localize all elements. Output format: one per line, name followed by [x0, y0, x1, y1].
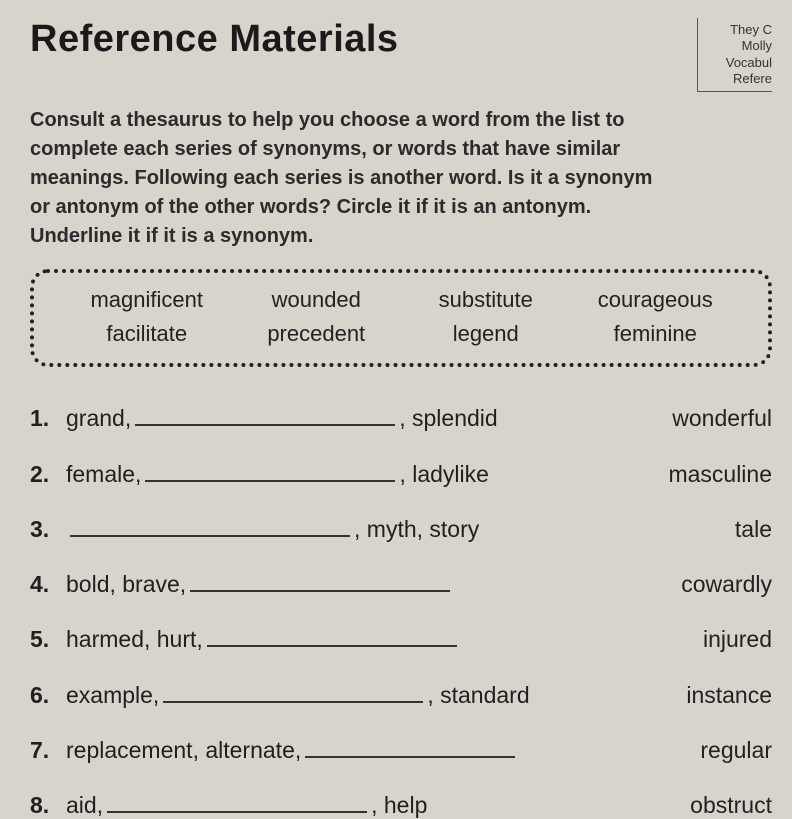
answer-blank[interactable] [145, 456, 395, 481]
check-word[interactable]: tale [715, 516, 772, 543]
check-word[interactable]: regular [680, 737, 772, 764]
question-row: 1. grand, , splendid wonderful [30, 401, 772, 432]
answer-blank[interactable] [163, 677, 423, 702]
question-text: aid, , help [66, 788, 427, 819]
question-after: , ladylike [399, 461, 488, 488]
bank-word: legend [401, 321, 571, 347]
answer-blank[interactable] [70, 512, 350, 537]
bank-word: magnificent [62, 287, 232, 313]
check-word[interactable]: instance [666, 682, 772, 709]
bank-word: courageous [571, 287, 741, 313]
question-text: grand, , splendid [66, 401, 498, 432]
check-word[interactable]: cowardly [661, 571, 772, 598]
question-number: 5. [30, 626, 58, 653]
question-number: 3. [30, 516, 58, 543]
question-text: bold, brave, [66, 567, 454, 598]
bank-word: substitute [401, 287, 571, 313]
question-after: , help [371, 792, 427, 819]
question-row: 4. bold, brave, cowardly [30, 567, 772, 598]
word-bank: magnificent wounded substitute courageou… [30, 269, 772, 367]
question-text: harmed, hurt, [66, 622, 461, 653]
question-before: harmed, hurt, [66, 626, 203, 653]
check-word[interactable]: wonderful [652, 405, 772, 432]
check-word[interactable]: injured [683, 626, 772, 653]
bank-word: facilitate [62, 321, 232, 347]
question-text: , myth, story [66, 512, 479, 543]
question-number: 4. [30, 571, 58, 598]
word-bank-row: magnificent wounded substitute courageou… [62, 287, 740, 313]
instructions-text: Consult a thesaurus to help you choose a… [30, 106, 670, 251]
question-row: 3. , myth, story tale [30, 512, 772, 543]
question-before: aid, [66, 792, 103, 819]
question-before: grand, [66, 405, 131, 432]
answer-blank[interactable] [190, 567, 450, 592]
check-word[interactable]: masculine [648, 461, 772, 488]
bank-word: feminine [571, 321, 741, 347]
question-before: replacement, alternate, [66, 737, 301, 764]
answer-blank[interactable] [207, 622, 457, 647]
question-text: replacement, alternate, [66, 733, 519, 764]
bank-word: wounded [232, 287, 402, 313]
question-row: 8. aid, , help obstruct [30, 788, 772, 819]
corner-line: They C [708, 22, 772, 38]
page-title: Reference Materials [30, 18, 399, 61]
question-number: 2. [30, 461, 58, 488]
question-before: example, [66, 682, 159, 709]
question-after: , splendid [399, 405, 497, 432]
question-row: 5. harmed, hurt, injured [30, 622, 772, 653]
question-number: 1. [30, 405, 58, 432]
answer-blank[interactable] [135, 401, 395, 426]
corner-line: Molly [708, 38, 772, 54]
question-row: 6. example, , standard instance [30, 677, 772, 708]
question-number: 6. [30, 682, 58, 709]
question-text: example, , standard [66, 677, 530, 708]
question-before: bold, brave, [66, 571, 186, 598]
question-after: , myth, story [354, 516, 479, 543]
word-bank-row: facilitate precedent legend feminine [62, 321, 740, 347]
corner-line: Vocabul [708, 55, 772, 71]
question-number: 7. [30, 737, 58, 764]
check-word[interactable]: obstruct [670, 792, 772, 819]
question-after: , standard [427, 682, 529, 709]
corner-line: Refere [708, 71, 772, 87]
question-before: female, [66, 461, 141, 488]
bank-word: precedent [232, 321, 402, 347]
answer-blank[interactable] [305, 733, 515, 758]
question-number: 8. [30, 792, 58, 819]
question-row: 2. female, , ladylike masculine [30, 456, 772, 487]
questions-list: 1. grand, , splendid wonderful 2. female, , … [30, 401, 772, 819]
question-row: 7. replacement, alternate, regular [30, 733, 772, 764]
corner-label-box: They C Molly Vocabul Refere [697, 18, 772, 92]
question-text: female, , ladylike [66, 456, 489, 487]
answer-blank[interactable] [107, 788, 367, 813]
